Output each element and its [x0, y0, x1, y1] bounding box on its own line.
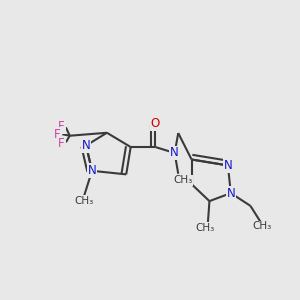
Text: O: O: [151, 117, 160, 130]
Text: CH₃: CH₃: [195, 223, 214, 233]
Text: F: F: [54, 128, 61, 141]
Text: F: F: [58, 137, 65, 150]
Text: N: N: [170, 146, 179, 160]
Text: N: N: [88, 164, 96, 177]
Text: N: N: [226, 187, 235, 200]
Text: CH₃: CH₃: [252, 221, 272, 231]
Text: CH₃: CH₃: [173, 175, 192, 185]
Text: CH₃: CH₃: [74, 196, 94, 206]
Text: F: F: [58, 120, 65, 133]
Text: N: N: [224, 159, 232, 172]
Text: N: N: [82, 139, 91, 152]
